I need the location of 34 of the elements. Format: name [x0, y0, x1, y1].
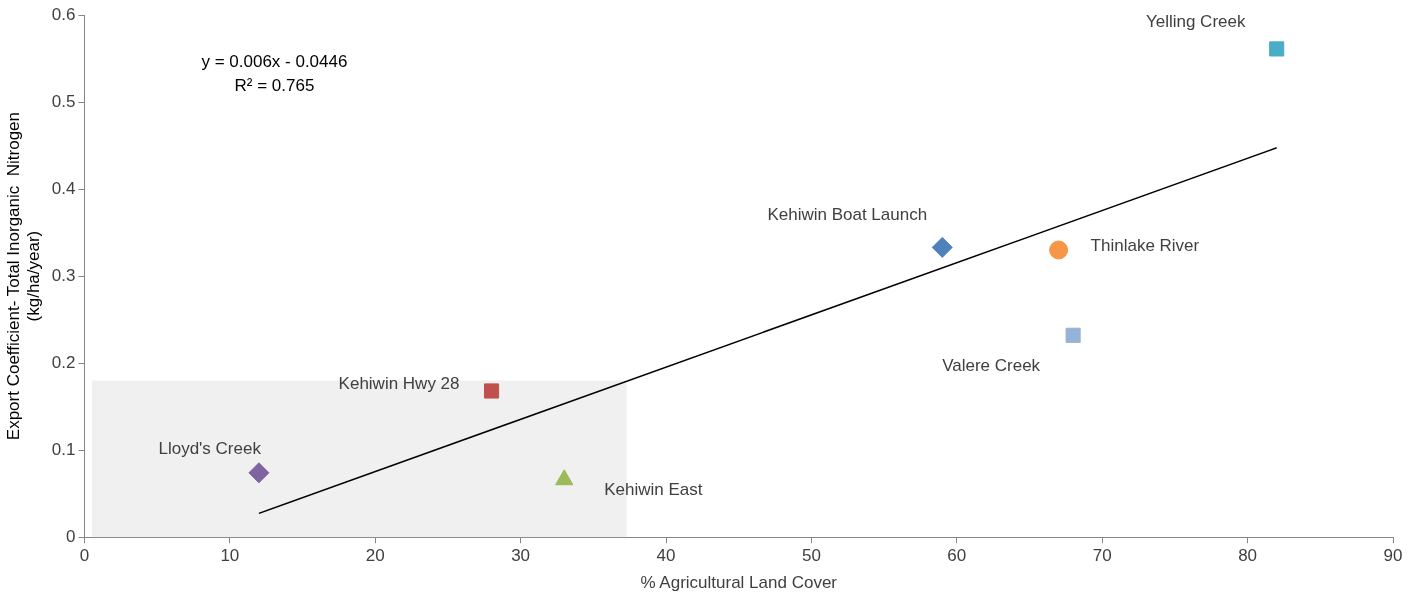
x-tick-label: 90: [1383, 546, 1403, 566]
series-label: Kehiwin Boat Launch: [767, 205, 928, 225]
x-tick-label: 20: [365, 546, 385, 566]
point: [1269, 41, 1285, 57]
x-tick-label: 40: [656, 546, 676, 566]
y-tick-label: 0.6: [51, 4, 76, 24]
series-label: Yelling Creek: [1145, 11, 1246, 31]
series-label: Valere Creek: [942, 355, 1041, 375]
series-label: Lloyd's Creek: [158, 439, 262, 459]
y-tick-label: 0.4: [51, 178, 76, 198]
x-tick-label: 60: [947, 546, 967, 566]
x-tick-label: 70: [1092, 546, 1112, 566]
point: [483, 383, 500, 399]
point: [248, 462, 270, 484]
x-tick-label: 10: [220, 546, 240, 566]
x-tick-label: 50: [801, 546, 821, 566]
y-tick-label: 0.5: [51, 91, 76, 111]
series-label: Kehiwin East: [604, 480, 703, 500]
y-tick-label: 0.2: [51, 352, 76, 372]
annotation: R² = 0.765: [234, 75, 315, 95]
point: [931, 236, 953, 258]
point: [1065, 327, 1081, 343]
y-tick-label: 0.3: [51, 265, 76, 285]
series-label: Kehiwin Hwy 28: [338, 373, 460, 393]
series-label: Thinlake River: [1090, 235, 1200, 255]
x-axis-title: % Agricultural Land Cover: [640, 573, 838, 593]
y-tick-label: 0: [65, 526, 76, 546]
x-tick-label: 80: [1238, 546, 1258, 566]
point: [1049, 240, 1069, 260]
x-tick-label: 30: [511, 546, 531, 566]
x-tick-label: 0: [79, 546, 90, 566]
y-tick-label: 0.1: [51, 439, 76, 459]
y-axis-title: Export Coefficient- Total Inorganic Nitrogen (kg/ha/year): [3, 111, 44, 441]
annotation: y = 0.006x - 0.0446: [201, 51, 348, 71]
